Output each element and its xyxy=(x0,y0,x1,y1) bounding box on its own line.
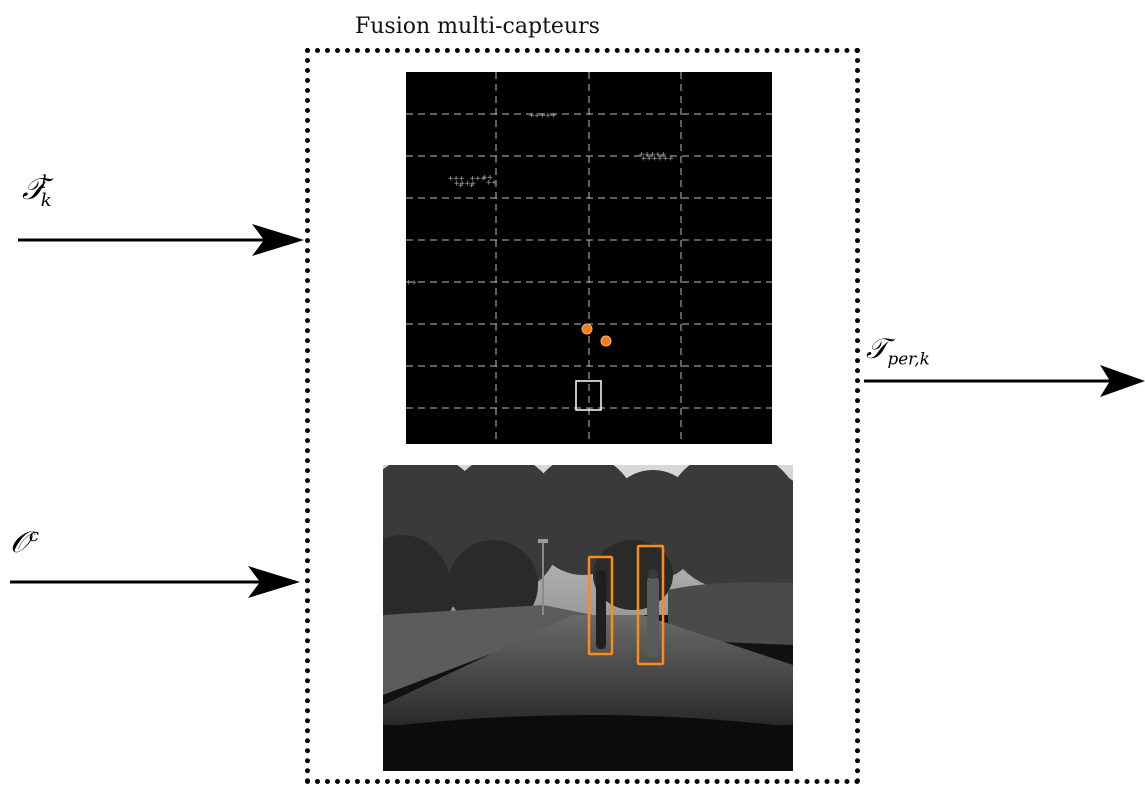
point-cluster: ++ xyxy=(482,173,493,183)
camera-obs-label: 𝒪c xyxy=(10,525,39,560)
lidar-point-clusters: +++++ +++++ ++++++ +++ +++ ++++ ++ + + +… xyxy=(406,111,674,288)
camera-input-arrowhead xyxy=(248,566,300,598)
output-tracks-sub: per,k xyxy=(887,348,930,369)
point-cluster: +++ +++ xyxy=(448,174,487,184)
lamp-post xyxy=(542,540,544,615)
output-arrowhead xyxy=(1100,365,1145,397)
diagram-title: Fusion multi-capteurs xyxy=(355,14,600,39)
fused-detections xyxy=(581,323,612,347)
road xyxy=(383,615,793,725)
output-tracks-label: 𝒯per,k xyxy=(866,332,930,369)
lidar-tracks-label: 𝒯lk xyxy=(22,172,62,211)
lidar-tracks-sub: k xyxy=(40,190,52,211)
point-cluster: ++ xyxy=(486,178,497,188)
pedestrian-detection-box xyxy=(587,555,614,656)
point-cluster: +++++ xyxy=(529,111,557,121)
pedestrians xyxy=(596,569,659,657)
output-tracks-symbol: 𝒯 xyxy=(866,332,888,365)
car-hood xyxy=(383,715,793,771)
camera-scene xyxy=(383,465,793,771)
lidar-birdseye-view: +++++ +++++ ++++++ +++ +++ ++++ ++ + + +… xyxy=(406,72,772,444)
point-cluster: ++++++ xyxy=(641,154,674,164)
lidar-tracks-sup: l xyxy=(40,172,47,193)
lidar-grid xyxy=(406,72,772,444)
hedge xyxy=(668,582,793,645)
fused-detection-marker xyxy=(600,335,612,347)
ego-vehicle-marker xyxy=(575,380,602,411)
lidar-input-arrowhead xyxy=(252,224,304,256)
point-cluster: +++++ xyxy=(639,150,667,160)
lidar-plot: +++++ +++++ ++++++ +++ +++ ++++ ++ + + +… xyxy=(406,72,772,444)
point-cluster: ++ xyxy=(406,278,417,288)
camera-image xyxy=(383,465,793,771)
camera-obs-sup: c xyxy=(28,525,39,546)
fusion-box xyxy=(305,48,860,784)
camera-obs-symbol: 𝒪 xyxy=(10,525,29,560)
pedestrian-detection-box xyxy=(636,544,665,666)
point-cluster: + + xyxy=(458,181,475,191)
fused-detection-marker xyxy=(581,323,593,335)
lidar-tracks-symbol: 𝒯 xyxy=(22,172,45,207)
point-cluster: ++++ xyxy=(454,179,476,189)
lawn xyxy=(383,605,593,695)
